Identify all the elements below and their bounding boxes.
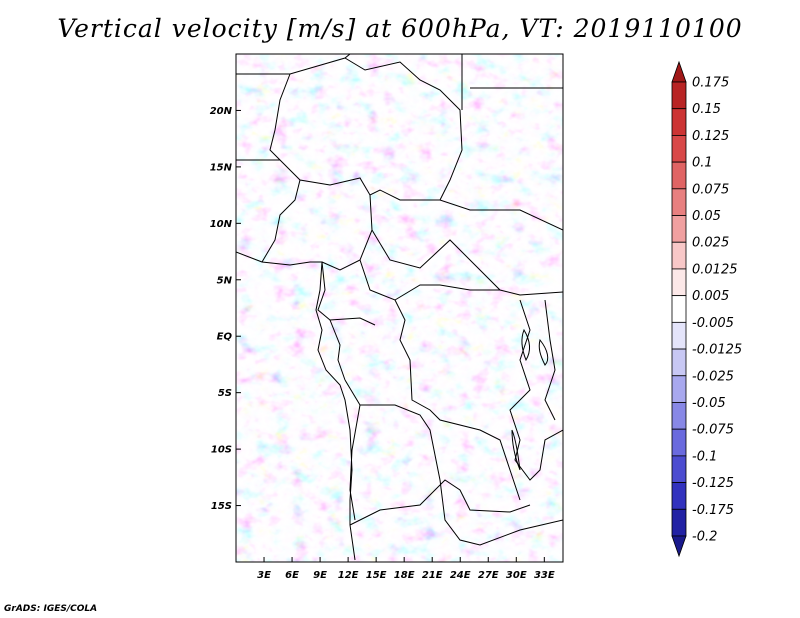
- colorbar-label: -0.075: [692, 423, 734, 438]
- colorbar-segment: [671, 348, 687, 377]
- lat-label: 15S: [211, 501, 232, 512]
- colorbar-label: 0.0125: [692, 262, 738, 277]
- lat-label: 10S: [211, 445, 232, 456]
- coastline: [236, 251, 549, 561]
- lon-label: 18E: [394, 570, 415, 581]
- colorbar-segment: [671, 60, 687, 83]
- colorbar-label: -0.005: [692, 316, 734, 331]
- colorbar: 0.175 0.15 0.125 0.1 0.075 0.05 0.025 0.0125 0.0…: [671, 60, 742, 558]
- lat-label: EQ: [217, 332, 233, 343]
- colorbar-label: 0.005: [692, 289, 729, 304]
- colorbar-label: 0.125: [692, 129, 729, 144]
- colorbar-segment: [671, 535, 687, 558]
- lat-label: 20N: [210, 106, 233, 117]
- lon-label: 30E: [506, 570, 527, 581]
- colorbar-label: 0.1: [692, 156, 713, 171]
- colorbar-segment: [671, 81, 687, 110]
- colorbar-segment: [671, 268, 687, 297]
- colorbar-segment: [671, 108, 687, 136]
- colorbar-label: -0.025: [692, 369, 734, 384]
- longitude-axis: 3E 6E 9E 12E 15E 18E 21E 24E 27E 30E 33E: [257, 557, 555, 581]
- colorbar-label: 0.175: [692, 76, 729, 91]
- colorbar-label: -0.0125: [692, 343, 742, 358]
- colorbar-segment: [671, 161, 687, 190]
- colorbar-segment: [671, 188, 687, 216]
- colorbar-label: -0.175: [692, 503, 734, 518]
- colorbar-segment: [671, 455, 687, 483]
- colorbar-label: 0.05: [692, 209, 721, 224]
- colorbar-label: -0.1: [692, 449, 717, 464]
- lon-label: 12E: [338, 570, 359, 581]
- lat-label: 5N: [217, 275, 233, 286]
- lon-label: 3E: [257, 570, 271, 581]
- lat-label: 10N: [210, 219, 233, 230]
- colorbar-label: -0.2: [692, 530, 717, 545]
- colorbar-segment: [671, 241, 687, 270]
- lat-label: 5S: [218, 388, 232, 399]
- colorbar-label: 0.15: [692, 102, 721, 117]
- colorbar-segment: [671, 508, 687, 537]
- lat-label: 15N: [210, 162, 233, 173]
- latitude-axis: 20N 15N 10N 5N EQ 5S 10S 15S: [210, 106, 241, 512]
- lon-label: 33E: [534, 570, 555, 581]
- colorbar-label: -0.125: [692, 476, 734, 491]
- grads-credit: GrADS: IGES/COLA: [4, 604, 98, 614]
- colorbar-segment: [671, 402, 687, 430]
- colorbar-segment: [671, 482, 687, 510]
- lon-label: 15E: [366, 570, 387, 581]
- lon-label: 9E: [313, 570, 327, 581]
- colorbar-label: 0.075: [692, 182, 729, 197]
- lon-label: 6E: [285, 570, 299, 581]
- lon-label: 27E: [478, 570, 499, 581]
- lon-label: 21E: [422, 570, 443, 581]
- colorbar-segment: [671, 295, 687, 323]
- colorbar-segment: [671, 215, 687, 243]
- colorbar-segment: [671, 321, 687, 350]
- colorbar-label: 0.025: [692, 236, 729, 251]
- lon-label: 24E: [450, 570, 471, 581]
- colorbar-segment: [671, 135, 687, 163]
- map-title: Vertical velocity [m/s] at 600hPa, VT: 2…: [57, 14, 743, 43]
- colorbar-segment: [671, 375, 687, 403]
- colorbar-label: -0.05: [692, 396, 726, 411]
- plot-frame: [235, 53, 564, 563]
- colorbar-segment: [671, 428, 687, 457]
